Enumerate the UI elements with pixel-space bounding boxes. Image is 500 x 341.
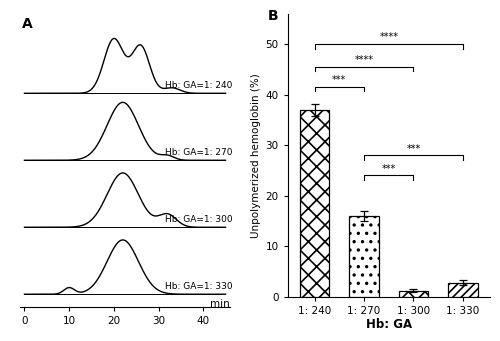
Text: Hb: GA=1: 330: Hb: GA=1: 330 <box>165 282 233 291</box>
Text: min: min <box>210 299 230 309</box>
Text: ****: **** <box>380 32 398 42</box>
Text: B: B <box>268 9 278 23</box>
Text: ***: *** <box>332 75 346 85</box>
Bar <box>349 216 379 297</box>
X-axis label: Hb: GA: Hb: GA <box>366 318 412 331</box>
Bar <box>448 282 478 297</box>
Bar <box>398 291 428 297</box>
Text: ***: *** <box>382 164 396 174</box>
Text: Hb: GA=1: 300: Hb: GA=1: 300 <box>165 216 233 224</box>
Text: Hb: GA=1: 270: Hb: GA=1: 270 <box>165 148 232 158</box>
Text: A: A <box>22 17 33 31</box>
Text: ****: **** <box>354 55 374 65</box>
Bar <box>300 110 330 297</box>
Text: Hb: GA=1: 240: Hb: GA=1: 240 <box>165 81 232 90</box>
Text: ***: *** <box>406 144 420 154</box>
Y-axis label: Unpolymerized hemoglobin (%): Unpolymerized hemoglobin (%) <box>251 73 261 238</box>
